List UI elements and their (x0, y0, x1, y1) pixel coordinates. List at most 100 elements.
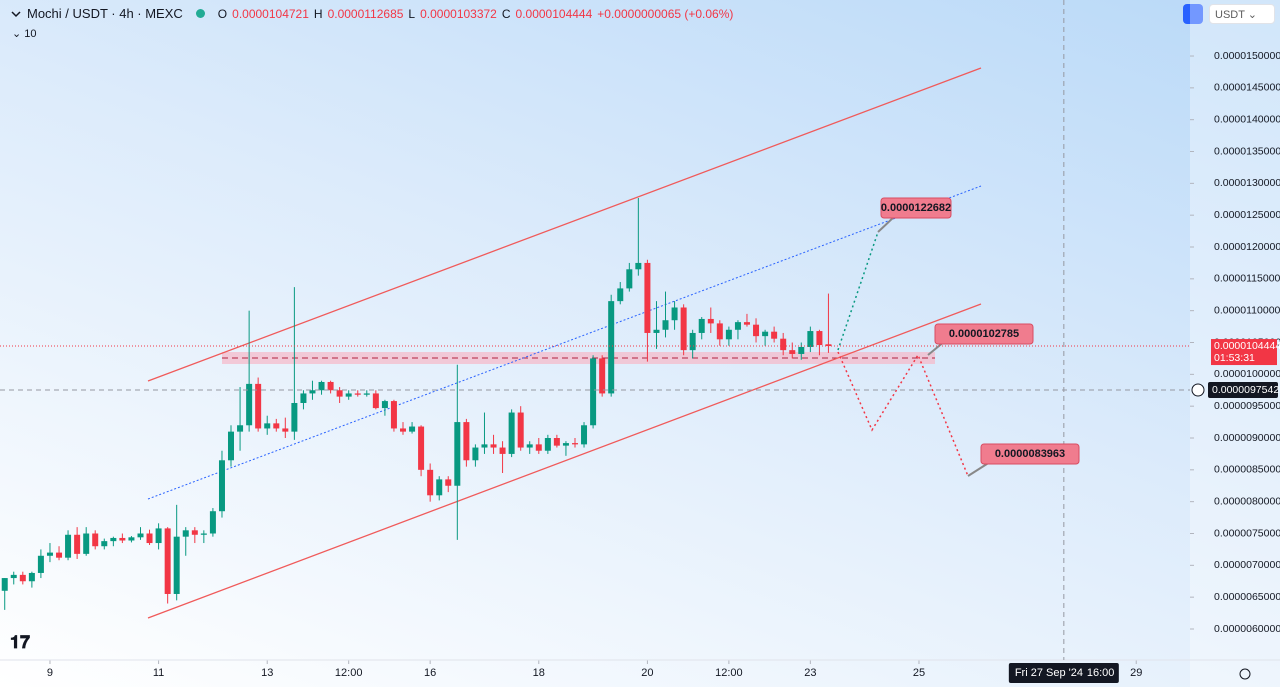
candle-body (92, 533, 99, 547)
candle-body (743, 322, 750, 325)
candle-body (19, 574, 26, 582)
candle-body (653, 329, 660, 333)
y-tick-label: 0.0000135000 (1214, 145, 1280, 157)
ohlc-value: 0.0000112685 (327, 6, 404, 21)
projection-up (837, 231, 879, 351)
ohlc-value: 0.0000104444 (515, 6, 593, 21)
crosshair-y-label: 0.0000097542 (1212, 384, 1279, 396)
candle-body (807, 331, 814, 347)
candle-body (725, 329, 732, 340)
candle-body (418, 426, 425, 470)
candle-body (535, 444, 542, 451)
candle-body (680, 307, 687, 351)
candle-body (617, 288, 624, 302)
annotation-box (980, 443, 1080, 465)
change: +0.0000000065 (+0.06%) (597, 6, 734, 21)
x-tick-label: 20 (641, 667, 653, 679)
annotation-label: 0.0000102785 (949, 328, 1019, 340)
candle-body (164, 528, 171, 594)
candle-body (255, 383, 262, 429)
candle-body (590, 358, 597, 426)
candle-body (508, 412, 515, 454)
candle-body (816, 331, 823, 346)
candle-body (400, 428, 407, 432)
symbol[interactable]: Mochi / USDT · 4h · MEXC (27, 6, 183, 21)
settings-icon[interactable] (1239, 668, 1251, 680)
ohlc-value: 0.0000103372 (420, 6, 497, 21)
x-tick-label: 25 (913, 667, 925, 679)
indicator-toggle[interactable]: ⌄ 10 (12, 28, 37, 40)
countdown: 01:53:31 (1214, 352, 1255, 364)
y-tick-label: 0.0000070000 (1214, 559, 1280, 571)
y-tick-label: 0.0000075000 (1214, 527, 1280, 539)
candle-body (218, 460, 225, 512)
currency: USDT (1215, 9, 1245, 21)
candle-body (74, 534, 81, 554)
candle-body (354, 393, 361, 395)
y-tick-label: 0.0000125000 (1214, 209, 1280, 221)
y-tick-label: 0.0000095000 (1214, 400, 1280, 412)
candle-body (291, 402, 298, 432)
candle-body (282, 428, 289, 432)
candle-body (608, 301, 615, 394)
x-tick-label: 29 (1130, 667, 1142, 679)
crosshair-x-label: Fri 27 Sep '24 (1015, 667, 1083, 679)
ohlc-key: H (313, 6, 323, 21)
candle-body (780, 338, 787, 351)
candle-body (644, 262, 651, 333)
y-tick-label: 0.0000120000 (1214, 241, 1280, 253)
candle-body (327, 381, 334, 391)
candle-body (409, 426, 416, 432)
candle-body (246, 383, 253, 426)
candle-body (345, 393, 352, 397)
candle-body (363, 393, 370, 395)
candle-body (427, 469, 434, 496)
y-tick-label: 0.0000085000 (1214, 464, 1280, 476)
candle-body (191, 530, 198, 535)
candle-body (499, 447, 506, 454)
candle-body (716, 323, 723, 340)
collapse-icon[interactable] (10, 8, 22, 20)
candle-body (128, 537, 135, 541)
candle-body (119, 537, 126, 541)
candle-body (689, 332, 696, 351)
candle-body (789, 350, 796, 354)
candle-body (544, 438, 551, 451)
candle-body (490, 444, 497, 448)
candle-body (445, 479, 452, 486)
candle-body (562, 443, 569, 446)
candle-body (599, 358, 606, 394)
y-tick-label: 0.0000100000 (1214, 368, 1280, 380)
candle-body (372, 393, 379, 409)
candle-body (734, 322, 741, 330)
candle-body (553, 438, 560, 446)
candle-body (472, 447, 479, 461)
annotation-label: 0.0000083963 (995, 448, 1065, 460)
tv-logo: 𝟏𝟕 (10, 632, 30, 652)
channel-lower (147, 303, 982, 619)
candle-body (227, 431, 234, 461)
crosshair-x-time: 16:00 (1087, 667, 1115, 679)
ohlc-key: L (408, 6, 416, 21)
candle-body (101, 541, 108, 547)
candle-body (46, 552, 53, 556)
candle-body (635, 262, 642, 270)
candle-body (463, 422, 470, 461)
y-tick-label: 0.0000115000 (1214, 273, 1280, 285)
candle-body (526, 444, 533, 448)
currency-select[interactable]: USDT ⌄ (1209, 4, 1275, 24)
candle-body (753, 324, 760, 337)
candle-body (155, 528, 162, 544)
scale-icon[interactable] (1183, 4, 1203, 24)
candle-body (173, 536, 180, 594)
candle-body (671, 307, 678, 321)
zone (222, 352, 935, 364)
annotation-box (934, 323, 1034, 345)
y-tick-label: 0.0000130000 (1214, 177, 1280, 189)
candle-body (28, 572, 35, 582)
candle-body (300, 393, 307, 403)
candle-body (273, 423, 280, 429)
y-tick-label: 0.0000145000 (1214, 82, 1280, 94)
